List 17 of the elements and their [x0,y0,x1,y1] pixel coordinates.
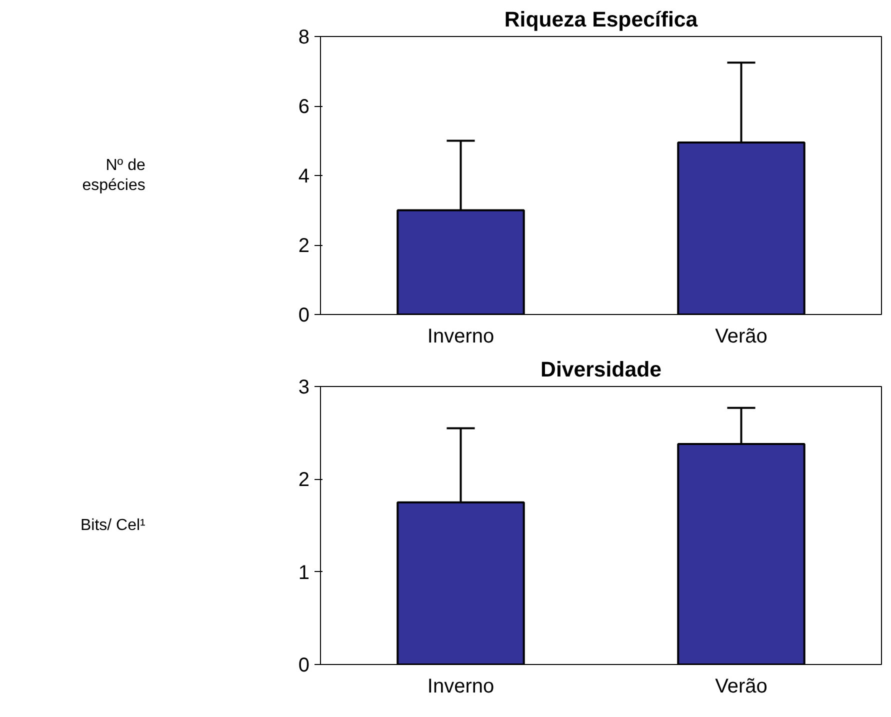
y-tick-label: 2 [298,469,310,492]
x-tick-label: Inverno [427,326,494,348]
y-tick-label: 0 [298,654,310,676]
y-tick-label: 3 [298,376,310,398]
x-tick-label: Verão [715,676,768,698]
y-tick-label: 2 [298,235,310,257]
y-tick-label: 6 [298,96,310,118]
x-tick-label: Inverno [427,676,494,698]
y-tick-label: 4 [298,166,310,188]
chart-title: Diversidade [540,358,662,382]
y-tick-label: 8 [298,26,310,48]
y-tick-label: 1 [298,562,310,584]
y-axis-title: Nº de espécies [82,156,146,194]
y-axis-title: Bits/ Cel¹ [80,517,146,534]
x-tick-label: Verão [715,326,768,348]
chart-title: Riqueza Específica [504,8,698,32]
y-tick-label: 0 [298,304,310,326]
